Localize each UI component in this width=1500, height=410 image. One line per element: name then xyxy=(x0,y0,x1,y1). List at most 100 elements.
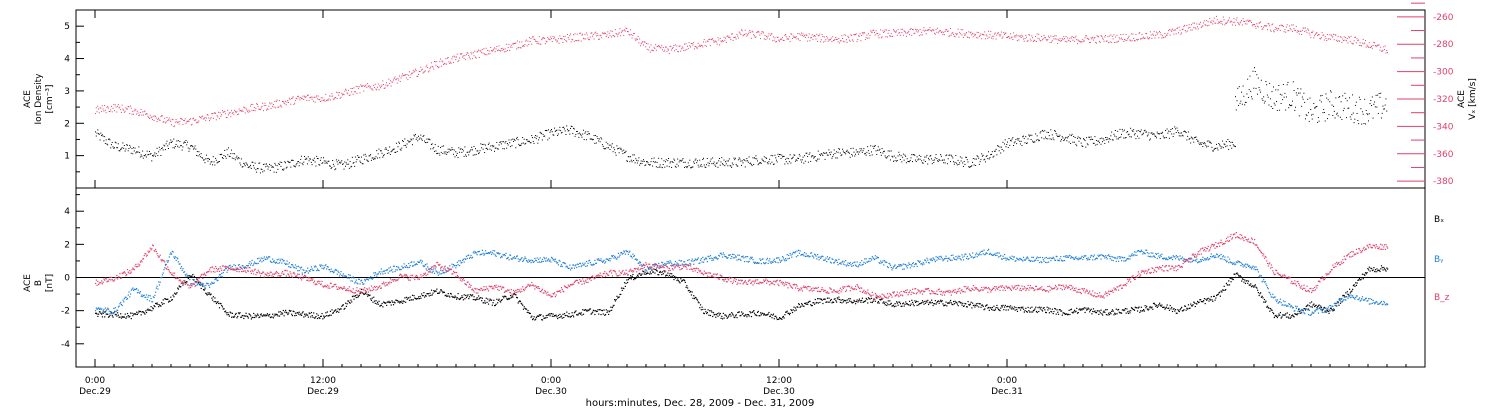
density-point xyxy=(965,33,967,35)
density-point xyxy=(651,158,653,160)
density-point xyxy=(1240,100,1242,102)
density-point xyxy=(485,147,487,149)
density-point xyxy=(1371,96,1373,98)
density-point xyxy=(1349,97,1350,99)
density-point xyxy=(1121,37,1122,39)
density-point xyxy=(1286,24,1288,26)
density-point xyxy=(443,145,445,147)
density-point xyxy=(922,162,924,164)
density-point xyxy=(1143,36,1145,38)
b-point xyxy=(454,295,456,297)
density-point xyxy=(405,74,407,76)
density-point xyxy=(445,58,447,60)
b-point xyxy=(229,311,231,313)
density-point xyxy=(1191,29,1193,31)
density-point xyxy=(194,119,196,121)
density-point xyxy=(191,123,193,125)
density-point xyxy=(261,169,263,171)
density-point xyxy=(851,34,853,36)
b-point xyxy=(621,289,623,292)
b-point xyxy=(535,318,537,320)
b-point xyxy=(802,305,804,307)
density-point xyxy=(1370,46,1372,48)
density-point xyxy=(975,158,977,160)
density-point xyxy=(1193,27,1195,29)
b-point xyxy=(833,298,835,300)
density-point xyxy=(420,134,422,136)
b-point xyxy=(103,311,105,313)
density-point xyxy=(860,40,862,42)
density-point xyxy=(1082,146,1084,148)
density-point xyxy=(886,36,888,38)
density-point xyxy=(975,37,977,39)
density-point xyxy=(105,112,107,114)
bottom-ylabel-line: ACE xyxy=(23,274,33,292)
density-point xyxy=(1273,30,1274,32)
density-point xyxy=(679,159,681,161)
b-point xyxy=(755,314,757,316)
density-point xyxy=(789,154,791,156)
density-point xyxy=(598,140,600,142)
b-point xyxy=(1136,307,1138,309)
density-point xyxy=(1240,21,1242,23)
b-point xyxy=(902,302,905,304)
density-point xyxy=(1053,139,1055,141)
density-point xyxy=(380,150,382,152)
density-point xyxy=(1156,131,1158,133)
density-point xyxy=(1035,133,1037,135)
density-point xyxy=(1005,32,1007,34)
b-point xyxy=(1205,298,1207,300)
density-point xyxy=(105,139,107,141)
b-point xyxy=(529,312,531,315)
density-point xyxy=(840,155,842,157)
b-point xyxy=(633,278,635,281)
b-point xyxy=(691,291,693,293)
b-point xyxy=(160,305,162,307)
density-point xyxy=(603,147,605,149)
density-point xyxy=(320,157,322,159)
b-point xyxy=(1126,308,1128,310)
density-point xyxy=(1260,91,1262,93)
density-point xyxy=(169,141,171,143)
density-point xyxy=(747,160,749,162)
density-point xyxy=(870,31,872,33)
b-point xyxy=(507,297,509,300)
density-point xyxy=(321,100,323,102)
b-point xyxy=(129,312,132,314)
density-point xyxy=(1001,37,1003,39)
density-point xyxy=(194,145,196,147)
density-point xyxy=(1233,145,1235,147)
b-point xyxy=(437,292,439,295)
density-point xyxy=(1380,46,1382,48)
density-point xyxy=(1268,104,1270,106)
density-point xyxy=(238,108,240,110)
b-point xyxy=(725,314,727,316)
density-point xyxy=(759,34,761,36)
density-point xyxy=(214,112,216,114)
density-point xyxy=(248,166,250,168)
density-point xyxy=(1034,40,1036,42)
density-point xyxy=(894,160,896,162)
density-point xyxy=(1098,40,1100,42)
density-point xyxy=(570,127,571,129)
b-point xyxy=(1235,276,1237,278)
density-point xyxy=(462,56,464,58)
density-point xyxy=(541,139,543,141)
b-point xyxy=(389,301,392,303)
density-point xyxy=(1129,136,1131,138)
density-point xyxy=(1332,115,1334,117)
b-point xyxy=(554,314,556,317)
density-point xyxy=(566,34,568,36)
b-point xyxy=(764,314,766,316)
b-point xyxy=(128,316,130,318)
density-point xyxy=(513,138,515,140)
b-point xyxy=(1054,307,1056,310)
b-point xyxy=(557,314,560,317)
density-point xyxy=(259,172,261,174)
density-point xyxy=(291,98,293,100)
density-point xyxy=(735,163,737,165)
density-point xyxy=(958,163,960,165)
density-point xyxy=(507,144,509,146)
density-point xyxy=(980,159,982,161)
b-point xyxy=(1094,310,1096,312)
